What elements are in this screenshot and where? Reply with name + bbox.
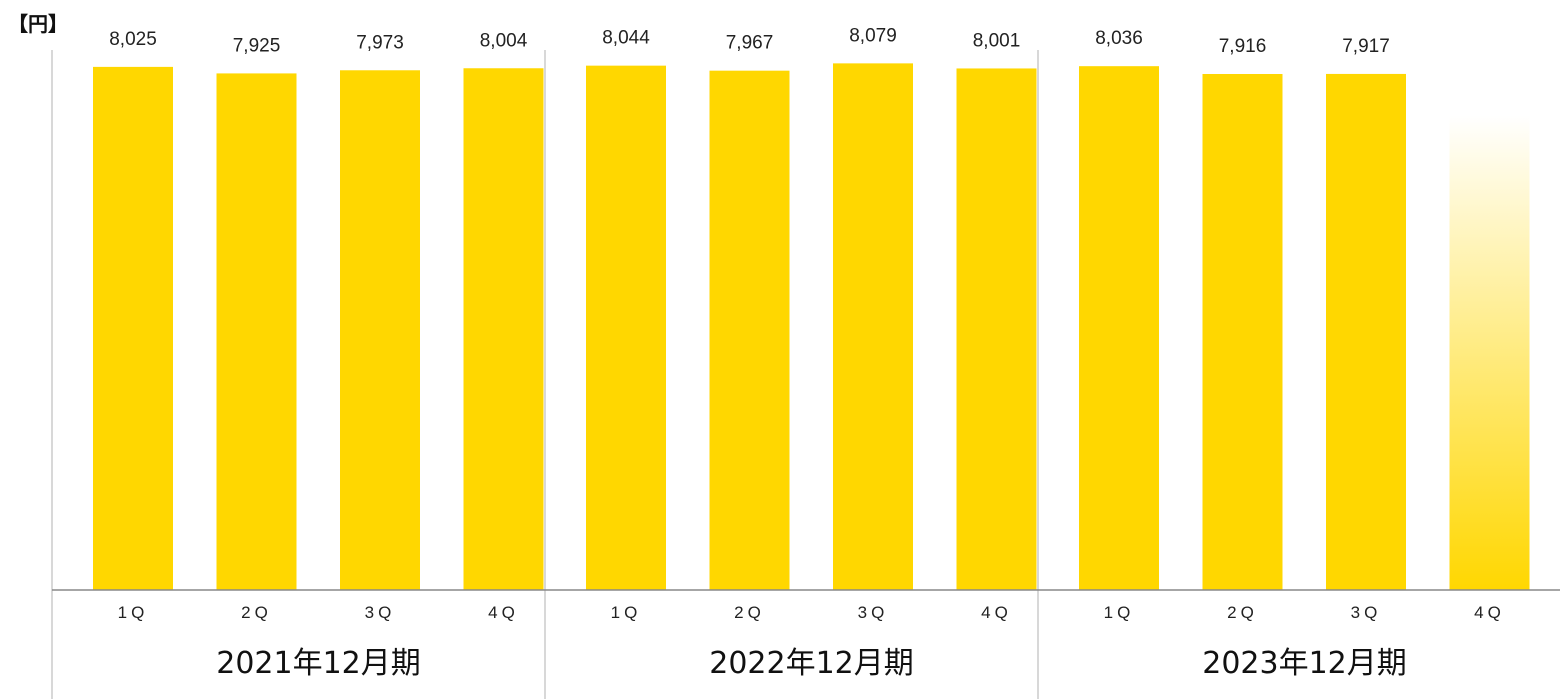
data-label: 8,036 (1095, 28, 1143, 49)
group-label: 2021年12月期 (216, 646, 421, 681)
group-label: 2023年12月期 (1202, 646, 1407, 681)
tick-label: 2Q (241, 603, 272, 622)
tick-label: 4Q (488, 603, 519, 622)
tick-label: 1Q (118, 603, 149, 622)
bar (216, 73, 297, 590)
tick-label: 3Q (365, 603, 396, 622)
bar (956, 68, 1037, 591)
bar-placeholder (1449, 115, 1530, 590)
data-label: 7,967 (726, 33, 774, 54)
data-label: 7,973 (356, 32, 404, 53)
data-label: 7,917 (1342, 36, 1390, 57)
tick-label: 4Q (981, 603, 1012, 622)
bar (709, 70, 790, 591)
data-label: 8,004 (480, 30, 528, 51)
bar (340, 70, 420, 591)
tick-label: 3Q (858, 603, 889, 622)
tick-label: 3Q (1351, 603, 1382, 622)
bar (93, 66, 173, 590)
bar (1202, 73, 1283, 590)
data-label: 8,001 (973, 30, 1021, 51)
group-label: 2022年12月期 (709, 646, 914, 681)
unit-label: 【円】 (8, 14, 68, 36)
bar (1326, 73, 1406, 590)
data-label: 8,079 (849, 25, 897, 46)
data-label: 8,044 (602, 28, 650, 49)
bar (586, 65, 666, 590)
data-label: 8,025 (109, 29, 157, 50)
data-label: 7,925 (233, 35, 281, 56)
bar (833, 63, 913, 590)
tick-label: 2Q (734, 603, 765, 622)
bar (1079, 66, 1159, 590)
data-label: 7,916 (1219, 36, 1267, 57)
tick-label: 4Q (1474, 603, 1505, 622)
tick-label: 1Q (1104, 603, 1135, 622)
tick-label: 2Q (1227, 603, 1258, 622)
bar (463, 68, 544, 591)
tick-label: 1Q (611, 603, 642, 622)
